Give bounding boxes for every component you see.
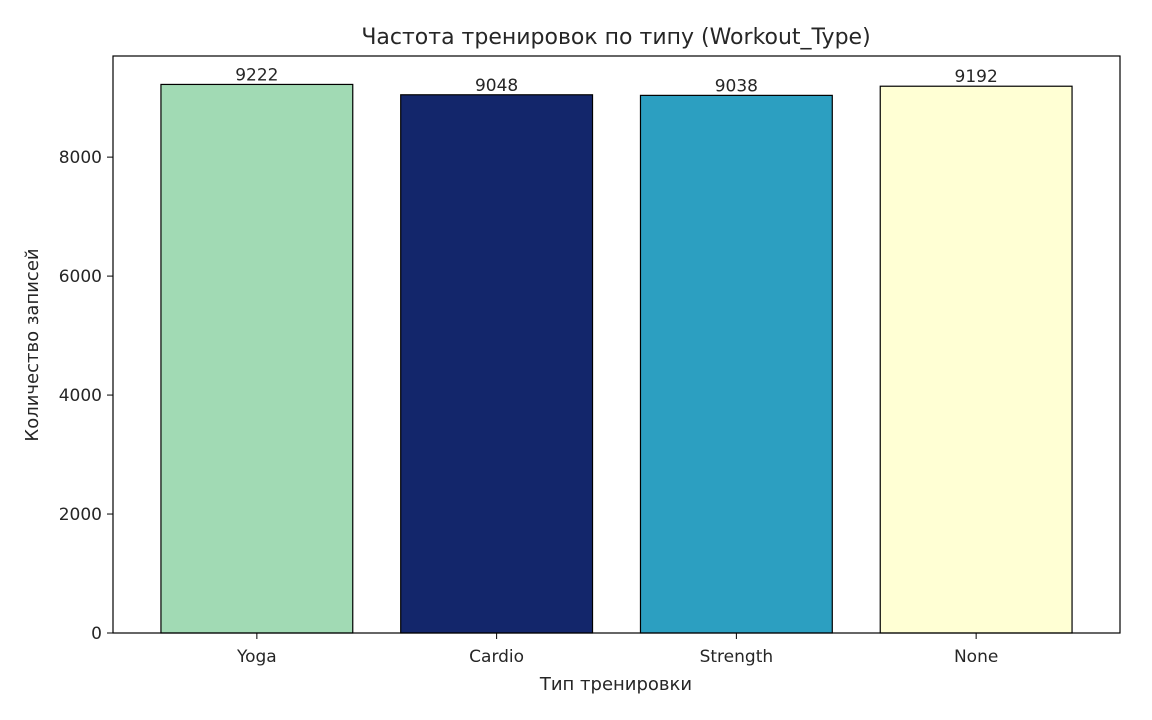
- y-tick-label: 4000: [59, 386, 102, 406]
- bar-value-label: 9048: [475, 76, 518, 96]
- y-axis-label: Количество записей: [22, 248, 43, 441]
- axes-frame: [112, 55, 1121, 634]
- x-axis-label: Тип тренировки: [539, 674, 692, 695]
- bar-none: [879, 85, 1073, 634]
- chart-title: Частота тренировок по типу (Workout_Type…: [361, 25, 870, 50]
- y-tick-label: 2000: [59, 505, 102, 525]
- plot-area: 9222 Yoga 9048 Cardio 9038 Strength 9192 None 0 2…: [59, 55, 1121, 667]
- x-tick-label: Strength: [700, 647, 774, 667]
- bar-value-label: 9222: [235, 65, 278, 85]
- bar-strength: [639, 94, 833, 634]
- y-tick-label: 8000: [59, 148, 102, 168]
- x-tick-label: None: [954, 647, 998, 667]
- y-tick-label: 6000: [59, 267, 102, 287]
- bar-value-label: 9192: [955, 67, 998, 87]
- bar-value-label: 9038: [715, 76, 758, 96]
- bar-cardio: [400, 94, 594, 634]
- y-tick-label: 0: [91, 624, 102, 644]
- x-tick-label: Yoga: [236, 647, 277, 667]
- bar-yoga: [160, 83, 354, 634]
- x-tick-label: Cardio: [469, 647, 524, 667]
